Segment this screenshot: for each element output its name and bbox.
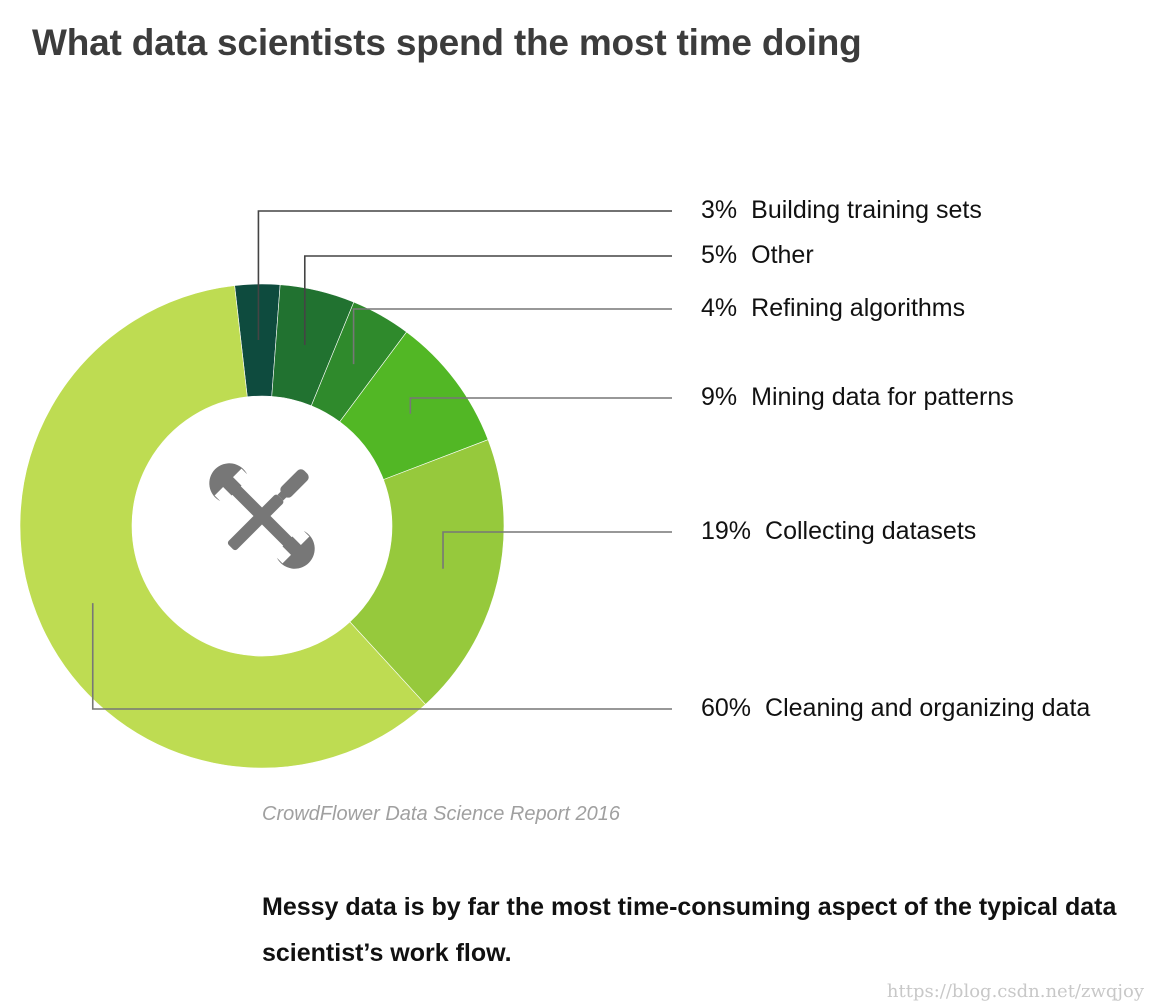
slice-cleaning-and-organizing-data bbox=[19, 285, 426, 769]
slice-label: 3% Building training sets bbox=[701, 198, 982, 223]
slice-name: Other bbox=[751, 241, 814, 269]
slice-percent: 60% bbox=[701, 694, 752, 722]
chart-title: What data scientists spend the most time… bbox=[32, 22, 862, 63]
leader-line bbox=[442, 531, 672, 569]
leader-line bbox=[409, 397, 672, 414]
leader-line bbox=[303, 255, 672, 345]
slice-name: Mining data for patterns bbox=[751, 383, 1014, 411]
slice-name: Cleaning and organizing data bbox=[765, 694, 1091, 722]
slice-label: 5% Other bbox=[701, 243, 814, 268]
slice-label: 19% Collecting datasets bbox=[701, 519, 976, 544]
caption-text: Messy data is by far the most time-consu… bbox=[262, 893, 1117, 967]
slice-name: Refining algorithms bbox=[751, 294, 966, 322]
tools-icon bbox=[209, 463, 315, 569]
slices-layer bbox=[19, 283, 505, 769]
source-note: CrowdFlower Data Science Report 2016 bbox=[262, 803, 620, 825]
slice-label: 9% Mining data for patterns bbox=[701, 385, 1014, 410]
slice-label: 60% Cleaning and organizing data bbox=[701, 696, 1090, 721]
slice-name: Building training sets bbox=[751, 196, 982, 224]
slice-percent: 19% bbox=[701, 517, 752, 545]
slice-name: Collecting datasets bbox=[765, 517, 977, 545]
slice-percent: 3% bbox=[701, 196, 738, 224]
watermark-text: https://blog.csdn.net/zwqjoy bbox=[886, 981, 1144, 1002]
slice-percent: 9% bbox=[701, 383, 738, 411]
slice-collecting-datasets bbox=[349, 439, 505, 705]
leader-lines bbox=[91, 210, 672, 710]
leader-line bbox=[257, 210, 672, 341]
slice-percent: 4% bbox=[701, 294, 738, 322]
slice-label: 4% Refining algorithms bbox=[701, 296, 965, 321]
leader-line bbox=[91, 603, 672, 710]
leader-line bbox=[352, 308, 672, 365]
slice-percent: 5% bbox=[701, 241, 738, 269]
